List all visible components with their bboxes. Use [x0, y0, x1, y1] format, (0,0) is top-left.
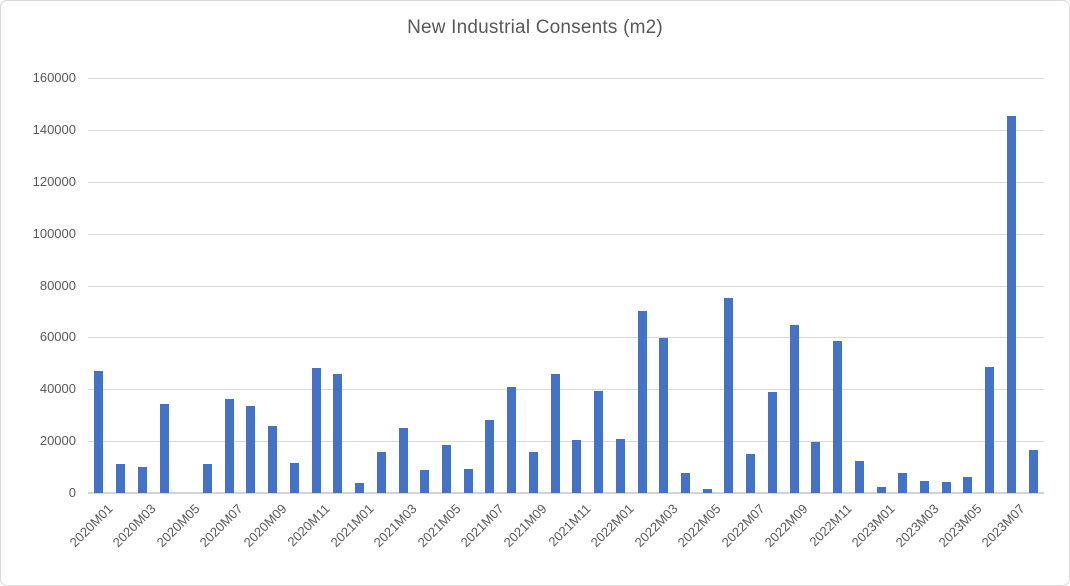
- x-axis-label: 2021M03: [370, 501, 420, 550]
- bar-2022M04: [681, 472, 690, 493]
- x-axis-label: 2020M01: [66, 501, 116, 550]
- bar-2021M03: [398, 428, 408, 493]
- bar-2022M03: [659, 337, 669, 493]
- bar-2022M11: [833, 341, 843, 493]
- x-axis-label: 2020M11: [284, 501, 333, 550]
- gridline: [88, 441, 1044, 443]
- x-axis-label: 2020M09: [240, 501, 290, 550]
- x-axis-label: 2021M11: [545, 501, 594, 550]
- gridline: [88, 129, 1044, 131]
- bar-2022M12: [854, 460, 864, 493]
- bar-2022M05: [702, 488, 712, 493]
- x-axis-label: 2023M07: [979, 501, 1029, 550]
- bar-2020M12: [333, 374, 343, 493]
- y-axis-label: 20000: [39, 433, 76, 449]
- bar-2022M07: [746, 454, 756, 493]
- x-axis-label: 2021M01: [327, 501, 377, 550]
- bar-2020M04: [159, 404, 169, 493]
- y-axis-label: 140000: [32, 121, 76, 137]
- bar-2022M06: [724, 298, 734, 493]
- bar-2021M05: [442, 444, 451, 493]
- gridline: [88, 285, 1044, 287]
- bar-2020M11: [311, 367, 321, 493]
- bar-2020M07: [224, 398, 234, 493]
- bar-2023M06: [985, 366, 995, 493]
- bar-2020M02: [116, 463, 126, 493]
- bar-2021M11: [572, 439, 582, 493]
- y-axis-label: 80000: [39, 277, 76, 293]
- bar-2023M01: [876, 487, 886, 493]
- bar-2021M09: [528, 452, 538, 493]
- y-axis-label: 60000: [39, 329, 76, 345]
- bar-2021M01: [355, 482, 365, 493]
- x-axis-label: 2020M07: [196, 501, 246, 550]
- bar-2023M04: [941, 481, 951, 493]
- bar-2022M09: [789, 325, 799, 493]
- plot-area: 0 20000 40000 60000 80000 100000 120000 140000 1…: [33, 70, 1044, 550]
- bar-2022M01: [615, 439, 625, 493]
- bar-2020M08: [246, 406, 256, 493]
- x-axis-label: 2022M03: [631, 501, 681, 550]
- x-axis-label: 2022M07: [718, 501, 768, 550]
- bar-2021M04: [420, 469, 430, 493]
- bar-2021M08: [507, 387, 517, 493]
- x-axis-label: 2021M07: [457, 501, 507, 550]
- bar-2021M02: [376, 451, 386, 493]
- x-axis-label: 2023M01: [848, 501, 898, 550]
- gridline: [88, 78, 1044, 79]
- x-axis-label: 2020M05: [153, 501, 203, 550]
- x-axis-line: [88, 492, 1044, 494]
- bar-2021M06: [463, 468, 473, 493]
- bar-2020M10: [289, 462, 299, 493]
- x-axis-label: 2022M01: [587, 501, 637, 550]
- bar-2023M07: [1006, 116, 1016, 493]
- bar-2022M10: [811, 441, 821, 493]
- bar-2021M07: [485, 419, 495, 493]
- gridline: [88, 233, 1044, 235]
- x-axis-label: 2020M03: [109, 501, 159, 550]
- y-axis-label: 120000: [32, 173, 76, 189]
- y-axis-label: 100000: [32, 225, 76, 241]
- bar-2023M03: [920, 480, 929, 493]
- gridline: [88, 337, 1044, 339]
- bar-2020M01: [94, 371, 104, 493]
- x-axis-label: 2021M09: [501, 501, 551, 550]
- y-axis-label: 160000: [32, 70, 76, 85]
- gridline: [88, 389, 1044, 391]
- y-axis-label: 0: [68, 485, 76, 500]
- x-axis-label: 2021M05: [414, 501, 464, 550]
- bar-2020M03: [137, 467, 147, 493]
- bar-2022M02: [637, 310, 647, 493]
- bar-2023M02: [898, 473, 908, 493]
- bar-2021M12: [594, 391, 604, 493]
- bar-2020M09: [268, 426, 278, 493]
- bar-2023M05: [963, 477, 973, 493]
- x-axis-label: 2022M09: [761, 501, 811, 550]
- bar-2020M06: [203, 463, 212, 493]
- y-axis-label: 40000: [39, 381, 76, 397]
- bar-2023M08: [1028, 450, 1038, 493]
- chart-title: New Industrial Consents (m2): [407, 17, 663, 38]
- bar-2021M10: [550, 374, 560, 493]
- x-axis-label: 2022M11: [805, 501, 855, 550]
- gridline: [88, 181, 1044, 183]
- x-axis-label: 2023M05: [935, 501, 985, 550]
- x-axis-label: 2022M05: [674, 501, 724, 550]
- x-axis-label: 2023M03: [892, 501, 942, 550]
- bar-2022M08: [767, 392, 777, 493]
